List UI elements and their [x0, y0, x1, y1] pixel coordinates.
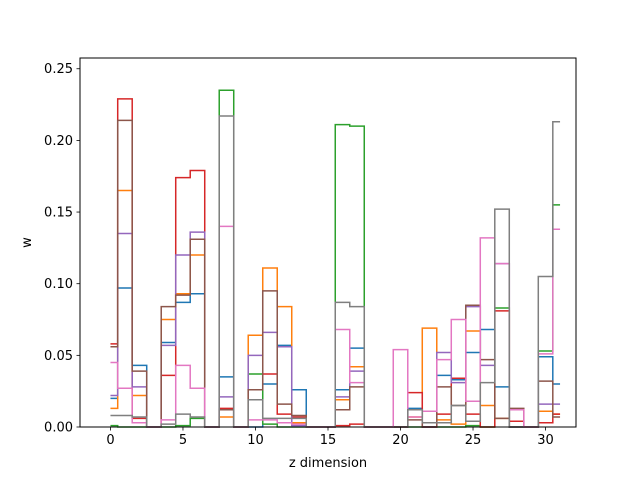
- x-tick-label: 20: [392, 433, 409, 448]
- y-axis-ticks: 0.00 0.05 0.10 0.15 0.20 0.25: [44, 62, 80, 436]
- y-axis-label: w: [20, 237, 35, 248]
- x-tick-label: 10: [247, 433, 264, 448]
- x-tick-label: 5: [179, 433, 187, 448]
- x-tick-label: 25: [465, 433, 482, 448]
- series-line-8: [110, 115, 561, 428]
- plot-frame: [79, 57, 577, 428]
- x-tick-label: 0: [106, 433, 114, 448]
- x-tick-label: 30: [537, 433, 554, 448]
- y-tick-label: 0.05: [44, 349, 73, 364]
- y-tick-label: 0.25: [44, 62, 73, 77]
- x-axis-ticks: 0 5 10 15 20 25 30: [106, 427, 554, 448]
- y-tick-label: 0.20: [44, 134, 73, 149]
- x-tick-label: 15: [320, 433, 337, 448]
- y-tick-label: 0.00: [44, 421, 73, 436]
- x-axis-label: z dimension: [289, 456, 367, 471]
- y-tick-label: 0.10: [44, 277, 73, 292]
- y-tick-label: 0.15: [44, 206, 73, 221]
